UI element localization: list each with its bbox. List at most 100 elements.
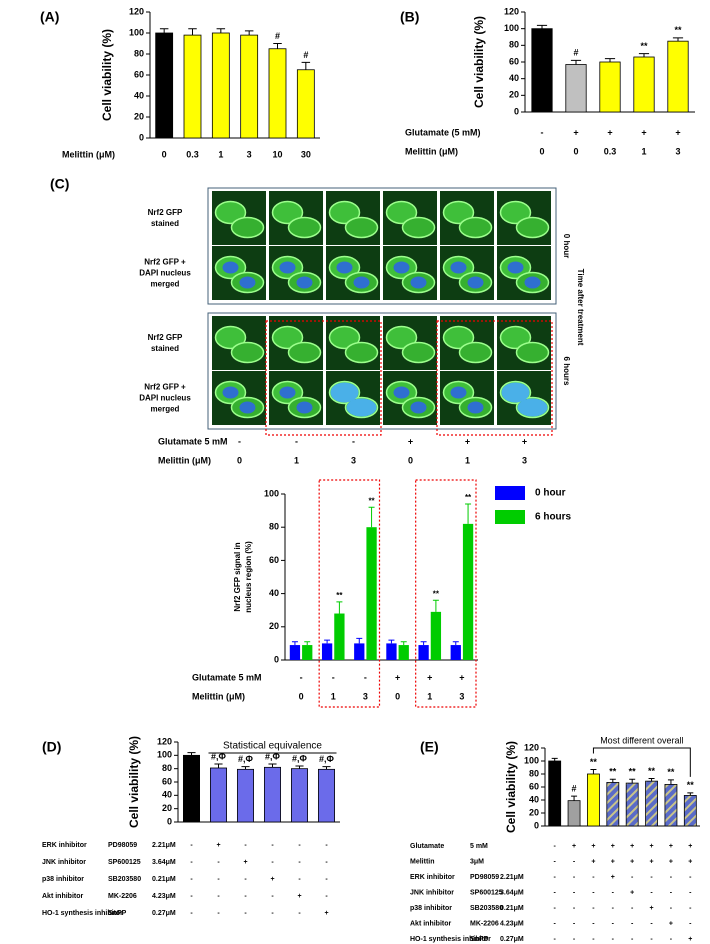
y-tick-label: 0: [534, 820, 539, 830]
condition-code: SP600125: [108, 859, 141, 866]
nucleus: [336, 261, 353, 274]
condition-value: +: [427, 672, 432, 682]
error-bar: [388, 639, 395, 644]
y-tick-label: 0: [274, 654, 279, 664]
bar: [398, 645, 409, 660]
condition-label: Melittin (μM): [62, 149, 115, 159]
nucleus: [450, 386, 467, 399]
cell: [344, 341, 379, 364]
error-bar: [551, 757, 558, 761]
condition-value: -: [612, 889, 615, 896]
row-label: Nrf2 GFP +: [144, 258, 186, 267]
condition-value: 0: [237, 455, 242, 465]
bar: [211, 32, 230, 139]
panel-label: (C): [50, 176, 69, 192]
condition-value: +: [591, 843, 595, 850]
error-bar: [322, 766, 331, 770]
condition-code: MK-2206: [470, 920, 499, 927]
condition-value: -: [670, 936, 673, 943]
panel-label: (A): [40, 9, 59, 25]
significance-label: **: [687, 780, 695, 790]
cell: [515, 216, 550, 239]
condition-value: +: [630, 858, 634, 865]
y-tick-label: 120: [129, 6, 144, 16]
bar: [268, 48, 287, 139]
condition-label: Glutamate: [410, 843, 444, 850]
bar: [587, 773, 600, 827]
condition-dose: 2.21μM: [500, 874, 524, 881]
condition-value: 3: [675, 146, 680, 156]
condition-value: +: [669, 920, 673, 927]
row-label: Nrf2 GFP: [148, 333, 183, 342]
condition-value: 1: [331, 691, 336, 701]
significance-label: **: [648, 766, 656, 776]
condition-value: +: [243, 859, 247, 866]
significance-label: #: [275, 31, 280, 41]
y-tick-label: 60: [529, 781, 539, 791]
condition-value: +: [641, 127, 646, 137]
nucleus: [517, 398, 548, 417]
condition-value: -: [689, 905, 692, 912]
y-tick-label: 80: [269, 522, 279, 532]
bar: [462, 523, 474, 660]
condition-value: -: [554, 936, 557, 943]
significance-label: **: [674, 25, 682, 35]
cell: [214, 200, 247, 225]
nucleus: [239, 276, 256, 289]
condition-value: +: [688, 843, 692, 850]
y-tick-label: 100: [129, 27, 144, 37]
error-bar: [241, 766, 250, 770]
condition-value: -: [573, 874, 576, 881]
y-tick-label: 20: [529, 807, 539, 817]
condition-value: -: [631, 920, 634, 927]
y-axis-label: Nrf2 GFP signal in: [233, 542, 242, 611]
condition-value: -: [554, 843, 557, 850]
y-tick-label: 20: [134, 111, 144, 121]
condition-value: -: [592, 905, 595, 912]
nucleus: [330, 382, 359, 403]
error-bar: [368, 506, 375, 528]
condition-value: -: [670, 874, 673, 881]
error-bar: [244, 30, 254, 36]
highlight-box: [265, 320, 382, 436]
error-bar: [159, 28, 169, 33]
condition-value: +: [522, 436, 527, 446]
cell: [344, 216, 379, 239]
bar: [302, 645, 313, 660]
bar: [664, 784, 678, 827]
error-bar: [291, 641, 298, 646]
error-bar: [336, 601, 343, 614]
condition-value: 1: [465, 455, 470, 465]
significance-label: **: [336, 591, 343, 600]
condition-value: +: [297, 893, 301, 900]
cell: [271, 200, 304, 225]
condition-value: -: [554, 920, 557, 927]
condition-value: -: [631, 936, 634, 943]
condition-label: Melittin (μM): [192, 691, 245, 701]
error-bar: [570, 59, 582, 65]
row-label: Nrf2 GFP +: [144, 383, 186, 392]
condition-value: -: [298, 842, 301, 849]
condition-value: +: [573, 127, 578, 137]
cell: [287, 216, 322, 239]
error-bar: [687, 792, 694, 796]
significance-label: #,Φ: [292, 753, 308, 763]
significance-label: **: [667, 767, 675, 777]
condition-value: -: [352, 436, 355, 446]
significance-label: #,Φ: [319, 754, 335, 764]
time-axis-label: Time after treatment: [576, 269, 585, 346]
condition-dose: 0.27μM: [500, 936, 524, 943]
y-tick-label: 40: [269, 588, 279, 598]
legend-swatch: [495, 486, 525, 500]
condition-label: JNK inhibitor: [42, 859, 86, 866]
condition-value: -: [244, 910, 247, 917]
condition-label: Melittin (μM): [158, 455, 211, 465]
condition-value: -: [300, 672, 303, 682]
condition-value: -: [631, 874, 634, 881]
y-tick-label: 20: [269, 621, 279, 631]
bar: [317, 768, 335, 823]
condition-value: 0: [162, 149, 167, 159]
nucleus: [393, 386, 410, 399]
bar: [531, 28, 553, 113]
y-tick-label: 60: [509, 56, 519, 66]
